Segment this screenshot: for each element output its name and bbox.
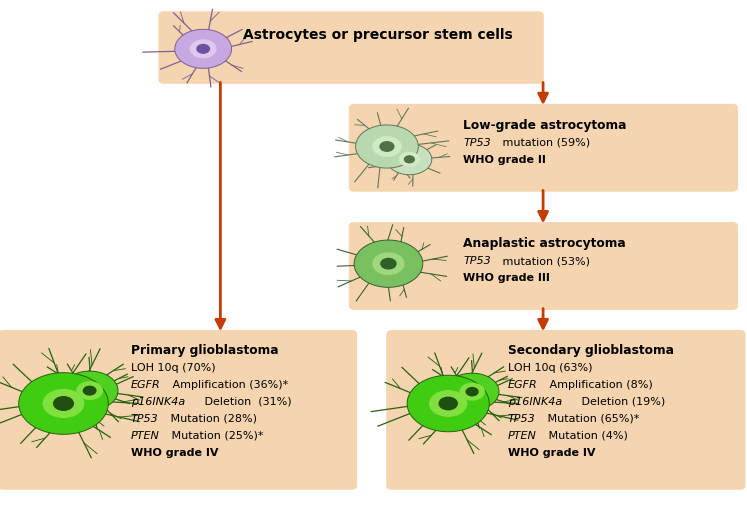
Circle shape: [381, 259, 396, 269]
Polygon shape: [445, 373, 499, 410]
FancyBboxPatch shape: [0, 330, 357, 490]
Circle shape: [430, 391, 467, 416]
Text: mutation (53%): mutation (53%): [499, 256, 590, 266]
Text: WHO grade IV: WHO grade IV: [131, 448, 218, 458]
Text: Primary glioblastoma: Primary glioblastoma: [131, 344, 279, 357]
FancyBboxPatch shape: [349, 222, 738, 310]
Text: Deletion  (31%): Deletion (31%): [201, 397, 291, 407]
Text: TP53: TP53: [463, 138, 491, 148]
Circle shape: [190, 40, 216, 58]
Text: TP53: TP53: [508, 414, 536, 424]
Text: Mutation (25%)*: Mutation (25%)*: [168, 431, 264, 441]
Text: TP53: TP53: [463, 256, 491, 266]
FancyBboxPatch shape: [349, 104, 738, 192]
Polygon shape: [356, 125, 418, 168]
Circle shape: [54, 397, 73, 410]
Text: PTEN: PTEN: [131, 431, 160, 441]
Circle shape: [404, 156, 415, 163]
Text: LOH 10q (63%): LOH 10q (63%): [508, 363, 592, 373]
Text: Deletion (19%): Deletion (19%): [578, 397, 666, 407]
Text: p16INK4a: p16INK4a: [131, 397, 185, 407]
Circle shape: [380, 142, 394, 151]
Text: Low-grade astrocytoma: Low-grade astrocytoma: [463, 119, 627, 132]
Polygon shape: [19, 373, 108, 434]
Polygon shape: [175, 29, 232, 68]
Circle shape: [84, 387, 96, 395]
Text: Mutation (65%)*: Mutation (65%)*: [544, 414, 639, 424]
Text: WHO grade II: WHO grade II: [463, 155, 546, 165]
Polygon shape: [61, 371, 118, 410]
Text: EGFR: EGFR: [508, 380, 538, 390]
Circle shape: [373, 253, 404, 274]
Text: TP53: TP53: [131, 414, 158, 424]
Text: Anaplastic astrocytoma: Anaplastic astrocytoma: [463, 237, 626, 250]
Polygon shape: [354, 240, 423, 287]
Circle shape: [466, 388, 478, 396]
FancyBboxPatch shape: [386, 330, 746, 490]
Circle shape: [460, 383, 484, 400]
Circle shape: [77, 382, 102, 399]
Text: Secondary glioblastoma: Secondary glioblastoma: [508, 344, 674, 357]
Circle shape: [400, 152, 420, 167]
Circle shape: [373, 137, 401, 156]
Text: p16INK4a: p16INK4a: [508, 397, 562, 407]
Text: LOH 10q (70%): LOH 10q (70%): [131, 363, 215, 373]
Circle shape: [197, 45, 209, 53]
Text: WHO grade IV: WHO grade IV: [508, 448, 595, 458]
Text: Amplification (8%): Amplification (8%): [546, 380, 653, 390]
Polygon shape: [407, 375, 489, 432]
Text: Astrocytes or precursor stem cells: Astrocytes or precursor stem cells: [243, 28, 512, 42]
Text: mutation (59%): mutation (59%): [499, 138, 590, 148]
Circle shape: [439, 397, 457, 410]
Text: Mutation (28%): Mutation (28%): [167, 414, 256, 424]
Text: PTEN: PTEN: [508, 431, 537, 441]
Text: Mutation (4%): Mutation (4%): [545, 431, 628, 441]
Text: WHO grade III: WHO grade III: [463, 273, 550, 283]
Text: Amplification (36%)*: Amplification (36%)*: [169, 380, 288, 390]
Circle shape: [43, 390, 84, 417]
Polygon shape: [387, 144, 432, 175]
FancyBboxPatch shape: [158, 11, 544, 84]
Text: EGFR: EGFR: [131, 380, 161, 390]
